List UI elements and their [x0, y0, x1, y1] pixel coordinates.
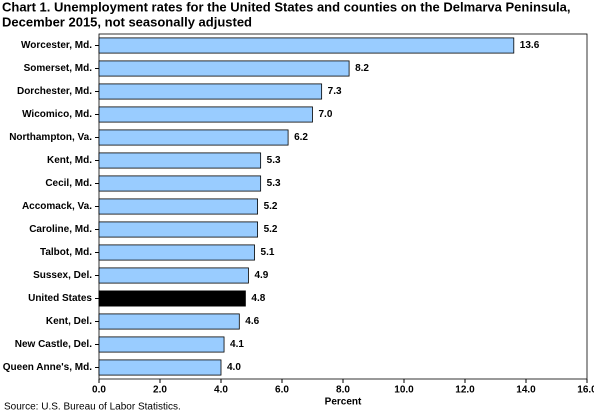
bar	[98, 290, 246, 307]
y-tick-label: Talbot, Md.	[40, 247, 92, 258]
data-label: 5.2	[264, 201, 278, 212]
chart-title: December 2015, not seasonally adjusted	[2, 14, 252, 29]
x-tick-label: 0.0	[92, 385, 106, 396]
bar	[98, 336, 225, 353]
data-label: 4.1	[230, 339, 244, 350]
bar	[98, 198, 259, 215]
y-tick-label: Dorchester, Md.	[17, 86, 92, 97]
data-label: 8.2	[355, 63, 369, 74]
y-tick-label: Accomack, Va.	[22, 201, 92, 212]
y-tick-label: Sussex, Del.	[33, 270, 92, 281]
bar	[98, 37, 515, 54]
x-tick-label: 12.0	[455, 385, 475, 396]
data-label: 4.6	[245, 316, 259, 327]
x-tick-label: 10.0	[394, 385, 414, 396]
data-label: 13.6	[520, 40, 540, 51]
data-label: 5.2	[264, 224, 278, 235]
bar	[98, 83, 323, 100]
x-tick-label: 16.0	[577, 385, 594, 396]
y-tick-label: Caroline, Md.	[29, 224, 92, 235]
bar	[98, 129, 289, 146]
bar	[98, 60, 350, 77]
y-tick-label: Kent, Md.	[47, 155, 92, 166]
bar	[98, 313, 240, 330]
data-label: 4.9	[254, 270, 268, 281]
x-axis-label: Percent	[325, 397, 362, 408]
x-tick-label: 14.0	[516, 385, 536, 396]
y-tick-label: Queen Anne's, Md.	[3, 362, 92, 373]
y-tick-label: Kent, Del.	[46, 316, 92, 327]
data-label: 7.0	[319, 109, 333, 120]
chart-title: Chart 1. Unemployment rates for the Unit…	[2, 0, 571, 14]
x-tick-label: 4.0	[214, 385, 228, 396]
data-label: 5.1	[261, 247, 275, 258]
bar	[98, 106, 313, 123]
bar	[98, 359, 222, 376]
data-label: 5.3	[267, 155, 281, 166]
y-tick-label: New Castle, Del.	[15, 339, 92, 350]
y-tick-label: Cecil, Md.	[45, 178, 92, 189]
x-tick-label: 6.0	[275, 385, 289, 396]
y-tick-label: Worcester, Md.	[21, 40, 92, 51]
y-tick-label: Northampton, Va.	[9, 132, 92, 143]
bar	[98, 152, 262, 169]
y-tick-label: United States	[28, 293, 92, 304]
source: Source: U.S. Bureau of Labor Statistics.	[4, 402, 181, 412]
bar	[98, 244, 255, 261]
data-label: 4.8	[251, 293, 265, 304]
bar	[98, 221, 259, 238]
data-label: 6.2	[294, 132, 308, 143]
x-tick-label: 2.0	[153, 385, 167, 396]
y-tick-label: Somerset, Md.	[24, 63, 93, 74]
data-label: 5.3	[267, 178, 281, 189]
y-tick-label: Wicomico, Md.	[22, 109, 92, 120]
x-tick-label: 8.0	[336, 385, 350, 396]
bar	[98, 175, 262, 192]
data-label: 4.0	[227, 362, 241, 373]
data-label: 7.3	[328, 86, 342, 97]
bar	[98, 267, 249, 284]
